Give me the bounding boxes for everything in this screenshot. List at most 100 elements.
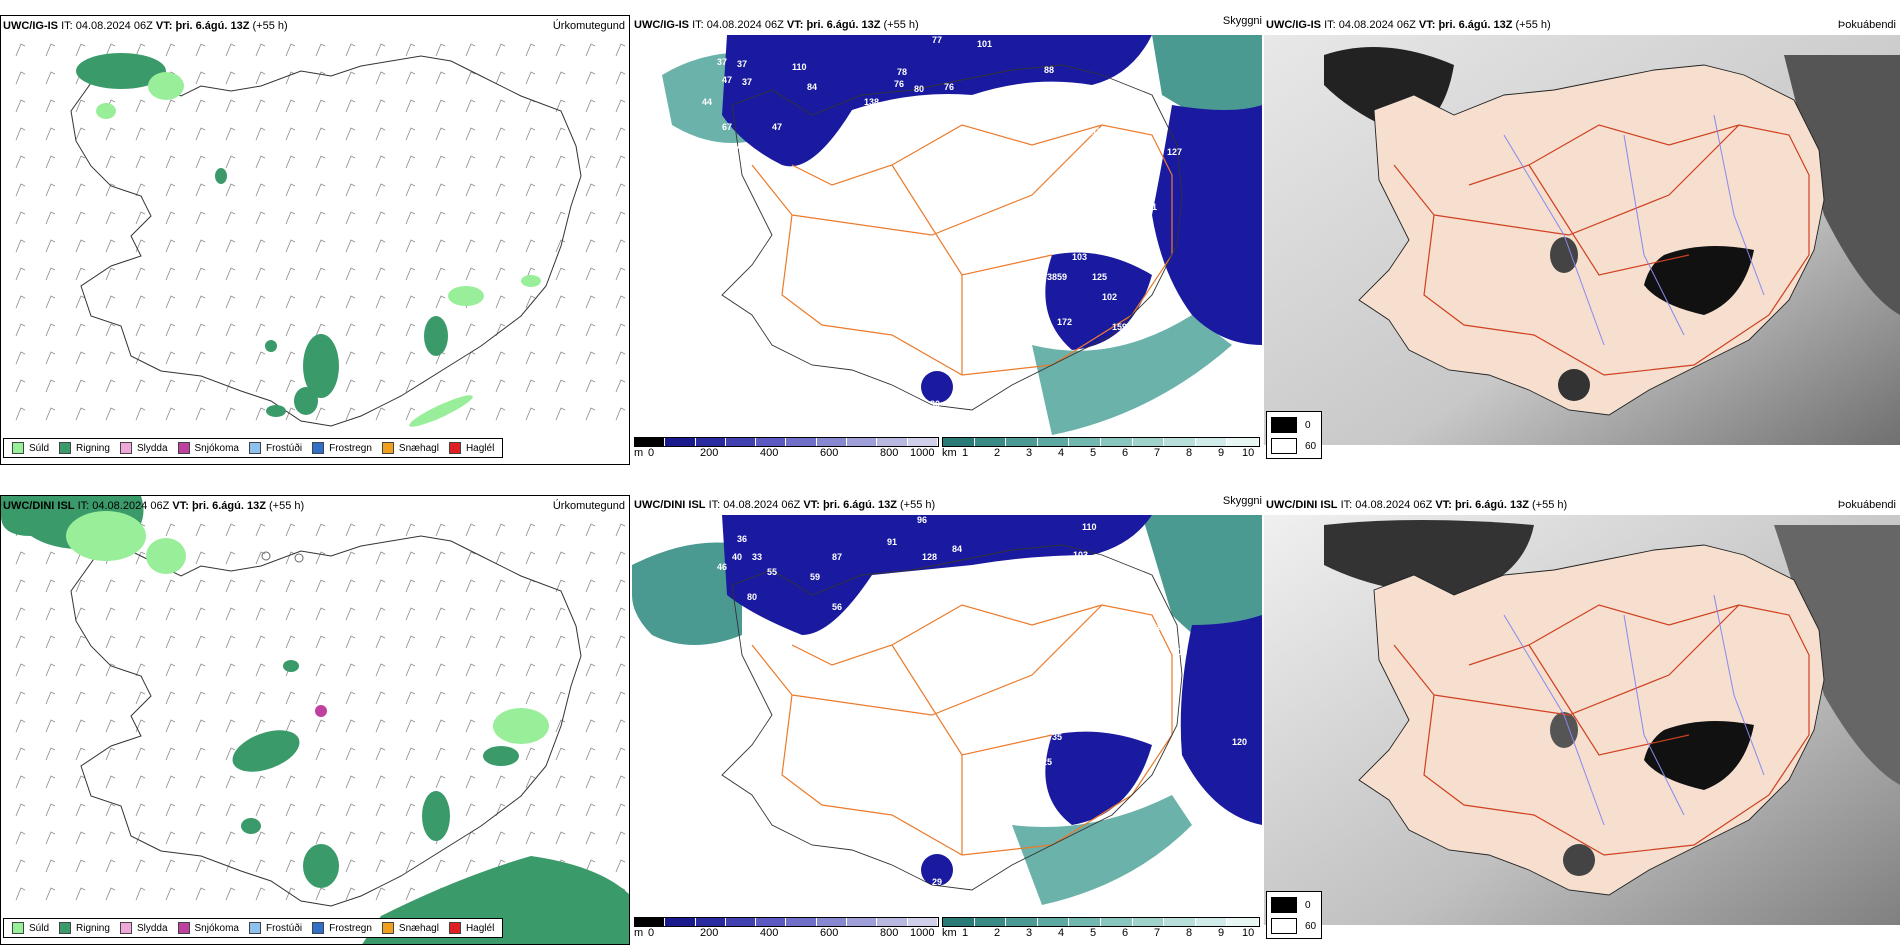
wind-barb: [345, 239, 356, 253]
wind-barb: [585, 551, 596, 565]
wind-barb: [195, 267, 206, 281]
wind-barb: [165, 747, 176, 761]
wind-barb: [465, 407, 476, 421]
wind-barb: [615, 831, 626, 845]
wind-barb: [585, 323, 596, 337]
wind-barb: [405, 351, 416, 365]
cloud-base-value: 138: [864, 97, 879, 107]
wind-barb: [75, 267, 86, 281]
wind-barb: [285, 183, 296, 197]
ocean-teal-region: [1012, 795, 1192, 905]
wind-barb: [75, 183, 86, 197]
wind-barb: [255, 127, 266, 141]
wind-barb: [135, 99, 146, 113]
legend-swatch: [448, 922, 461, 934]
wind-barb: [315, 43, 326, 57]
wind-barb: [465, 719, 476, 733]
wind-barb: [585, 719, 596, 733]
wind-barb: [555, 379, 566, 393]
wind-barb: [345, 407, 356, 421]
cloud-base-value: 172: [1057, 317, 1072, 327]
wind-barb: [75, 579, 86, 593]
wind-barb: [135, 859, 146, 873]
wind-barb: [225, 635, 236, 649]
cloud-base-value: 110: [1082, 522, 1097, 532]
cloud-base-value: 47: [772, 122, 782, 132]
wind-barb: [285, 775, 296, 789]
colorbar-strip: [634, 437, 939, 447]
wind-barb: [615, 579, 626, 593]
precip-patches: [76, 53, 541, 427]
wind-barb: [225, 43, 236, 57]
wind-barb: [465, 99, 476, 113]
wind-barb: [585, 803, 596, 817]
wind-barb: [195, 803, 206, 817]
wind-barb: [225, 99, 236, 113]
wind-barb: [375, 747, 386, 761]
cloud-base-value: 73: [1092, 177, 1102, 187]
wind-barb: [315, 607, 326, 621]
wind-barb: [345, 183, 356, 197]
cloud-base-value: 125: [1092, 272, 1107, 282]
wind-barb: [15, 127, 26, 141]
wind-barb: [585, 379, 596, 393]
precip-type-panel: UWC/DINI ISL IT: 04.08.2024 06Z VT: þri.…: [0, 495, 630, 945]
wind-barb: [105, 691, 116, 705]
wind-barb: [435, 239, 446, 253]
wind-barb: [555, 267, 566, 281]
wind-barb: [375, 155, 386, 169]
road-network: [1393, 124, 1810, 376]
wind-barb: [405, 523, 416, 537]
wind-barb: [555, 719, 566, 733]
wind-barb: [15, 691, 26, 705]
wind-barb: [345, 155, 356, 169]
wind-barb: [105, 607, 116, 621]
wind-barb: [45, 859, 56, 873]
cloud-base-value: 40: [732, 552, 742, 562]
wind-barb: [525, 663, 536, 677]
wind-barb: [615, 239, 626, 253]
cloud-base-value: 78: [897, 67, 907, 77]
wind-barb: [555, 155, 566, 169]
wind-barb: [135, 775, 146, 789]
wind-barb: [465, 127, 476, 141]
wind-barb: [615, 127, 626, 141]
cloud-base-value: 159: [1112, 322, 1127, 332]
wind-barb: [555, 71, 566, 85]
wind-barb: [135, 719, 146, 733]
wind-barb: [105, 747, 116, 761]
wind-barb: [315, 211, 326, 225]
wind-barb: [285, 267, 296, 281]
wind-barb: [435, 579, 446, 593]
wind-barb: [345, 831, 356, 845]
wind-barb: [375, 663, 386, 677]
wind-barb: [225, 579, 236, 593]
wind-barb: [195, 663, 206, 677]
wind-barb: [75, 323, 86, 337]
wind-barb: [495, 663, 506, 677]
ocean-blue-region: [921, 854, 953, 886]
wind-barb: [195, 831, 206, 845]
wind-barb: [285, 127, 296, 141]
panel-title: Úrkomutegund: [552, 500, 625, 512]
wind-barb: [165, 379, 176, 393]
wind-barb: [585, 71, 596, 85]
cloud-base-value: 69: [1082, 167, 1092, 177]
cloud-base-value: 114: [1117, 232, 1132, 242]
wind-barb: [435, 99, 446, 113]
wind-barb: [315, 155, 326, 169]
wind-barb: [465, 691, 476, 705]
cloud-base-value: 127: [1167, 147, 1182, 157]
wind-barb: [15, 211, 26, 225]
wind-barb: [15, 267, 26, 281]
wind-barb: [195, 239, 206, 253]
cloud-base-value: 36: [1032, 317, 1042, 327]
dark-fog-region: [1324, 520, 1534, 595]
wind-barb: [405, 239, 416, 253]
wind-barb: [15, 71, 26, 85]
wind-barb: [255, 719, 266, 733]
wind-barb: [165, 239, 176, 253]
wind-barb: [165, 323, 176, 337]
wind-barb: [225, 351, 236, 365]
wind-barb: [375, 43, 386, 57]
